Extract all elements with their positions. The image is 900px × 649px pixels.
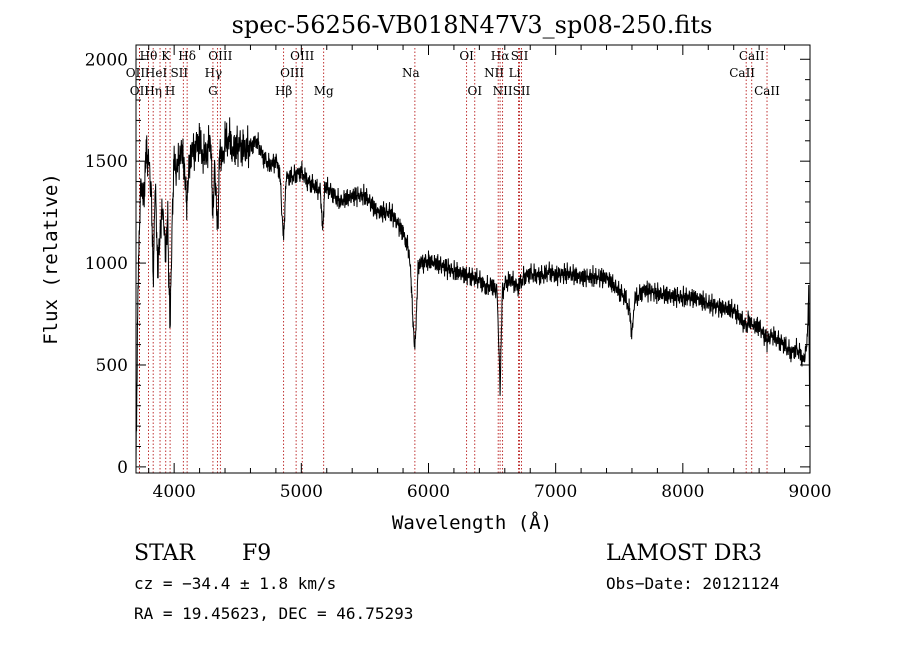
line-marker-label-12: Hβ xyxy=(275,84,292,98)
line-marker-label-23: NII xyxy=(493,84,513,98)
y-tick-label-0: 0 xyxy=(117,458,128,478)
line-marker-label-11: G xyxy=(208,84,218,98)
line-marker-label-15: Mg xyxy=(314,84,334,98)
line-marker-label-17: OI xyxy=(459,49,474,63)
line-marker-label-8: Hδ xyxy=(178,49,196,63)
line-marker-label-25: CaII xyxy=(739,49,765,63)
x-tick-label-5: 9000 xyxy=(788,482,831,502)
line-marker-label-14: OIII xyxy=(280,66,304,80)
line-marker-label-20: SII xyxy=(511,49,529,63)
x-tick-label-4: 8000 xyxy=(661,482,704,502)
y-tick-label-3: 1500 xyxy=(85,152,128,172)
line-marker-label-5: HeI xyxy=(145,66,168,80)
series-line-0 xyxy=(135,117,811,470)
line-marker-label-6: H xyxy=(165,84,175,98)
x-axis-title: Wavelength (Å) xyxy=(392,511,552,534)
line-marker-label-13: OIII xyxy=(290,49,314,63)
x-tick-label-1: 5000 xyxy=(280,482,323,502)
line-marker-label-22: Li xyxy=(509,66,521,80)
line-marker-label-0: Hθ xyxy=(140,49,158,63)
line-marker-label-27: CaII xyxy=(754,84,780,98)
y-tick-label-2: 1000 xyxy=(85,254,128,274)
line-marker-label-21: NII xyxy=(484,66,504,80)
x-tick-label-3: 7000 xyxy=(534,482,577,502)
line-marker-label-3: Hη xyxy=(144,84,162,98)
line-marker-label-19: Hα xyxy=(491,49,510,63)
line-marker-label-10: Hγ xyxy=(205,66,223,80)
y-tick-label-4: 2000 xyxy=(85,50,128,70)
axis-ticks: 4000 5000 6000 7000 8000 9000 0 500 1000 1500 2000 xyxy=(85,45,832,502)
redshift-value: cz = −34.4 ± 1.8 km/s xyxy=(134,574,336,593)
line-marker-label-18: OI xyxy=(467,84,482,98)
line-marker-label-7: SII xyxy=(170,66,188,80)
coordinates: RA = 19.45623, DEC = 46.75293 xyxy=(134,604,413,623)
plot-frame xyxy=(135,44,811,474)
survey-name: LAMOST DR3 xyxy=(606,541,762,566)
y-axis-title: Flux (relative) xyxy=(40,173,62,345)
obs-date: Obs−Date: 20121124 xyxy=(606,574,779,593)
line-marker-label-26: CaII xyxy=(729,66,755,80)
y-tick-label-1: 500 xyxy=(96,356,128,376)
line-marker-label-4: K xyxy=(161,49,171,63)
line-marker-label-24: SII xyxy=(513,84,531,98)
series-layer xyxy=(135,117,811,470)
object-subclass: F9 xyxy=(242,541,271,566)
line-marker-label-16: Na xyxy=(402,66,420,80)
x-tick-label-2: 6000 xyxy=(407,482,450,502)
line-marker-label-2: OII xyxy=(130,84,150,98)
line-marker-label-9: OIII xyxy=(208,49,232,63)
object-class: STAR xyxy=(134,541,196,566)
x-tick-label-0: 4000 xyxy=(153,482,196,502)
chart-title: spec-56256-VB018N47V3_sp08-250.fits xyxy=(232,11,713,39)
